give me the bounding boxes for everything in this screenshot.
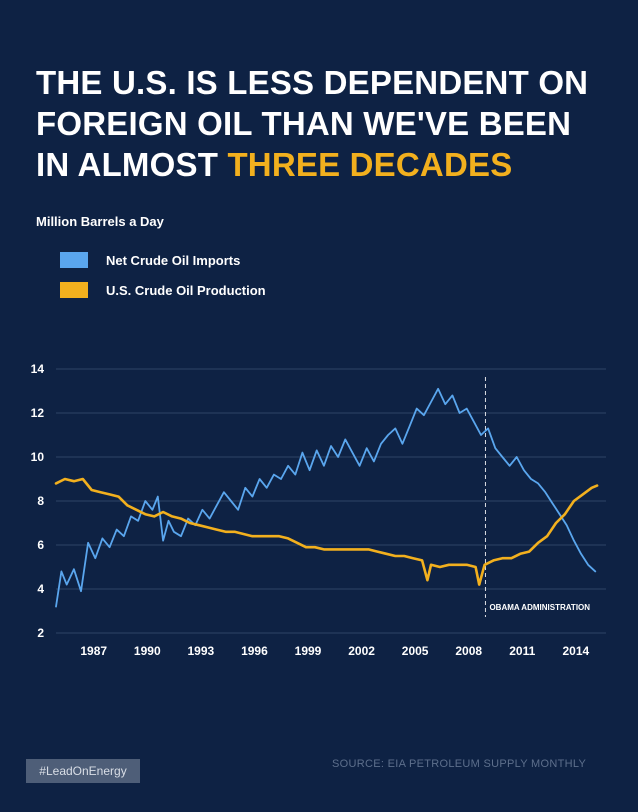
x-tick-label-2008: 2008: [455, 644, 482, 658]
headline-line-3-prefix: IN ALMOST: [36, 146, 228, 183]
headline-line-2: FOREIGN OIL THAN WE'VE BEEN: [36, 105, 572, 142]
units-label: Million Barrels a Day: [36, 214, 164, 229]
line-chart: 2 4 6 8 10 12 14 1987 1990 1993 1996 1999 2002 2005 20…: [31, 362, 606, 658]
obama-administration-label: OBAMA ADMINISTRATION: [489, 603, 590, 612]
legend-item-imports: Net Crude Oil Imports: [60, 250, 266, 270]
legend-label-production: U.S. Crude Oil Production: [106, 282, 266, 298]
series-line-us-crude-oil-production: [54, 477, 599, 586]
source-note: SOURCE: EIA PETROLEUM SUPPLY MONTHLY: [332, 758, 587, 770]
headline: THE U.S. IS LESS DEPENDENT ON FOREIGN OI…: [36, 62, 616, 185]
x-tick-label-1993: 1993: [188, 644, 215, 658]
series-line-net-crude-oil-imports: [55, 387, 597, 608]
y-tick-label-10: 10: [31, 450, 45, 464]
headline-line-1: THE U.S. IS LESS DEPENDENT ON: [36, 64, 589, 101]
x-tick-label-2005: 2005: [402, 644, 429, 658]
x-tick-label-1987: 1987: [80, 644, 107, 658]
legend-swatch-imports: [60, 252, 88, 268]
x-tick-label-1996: 1996: [241, 644, 268, 658]
legend-item-production: U.S. Crude Oil Production: [60, 280, 266, 300]
y-tick-label-12: 12: [31, 406, 45, 420]
y-tick-label-8: 8: [37, 494, 44, 508]
headline-highlight: THREE DECADES: [227, 146, 513, 183]
legend-swatch-production: [60, 282, 88, 298]
legend: Net Crude Oil Imports U.S. Crude Oil Pro…: [60, 250, 266, 310]
y-tick-label-2: 2: [37, 626, 44, 640]
x-tick-label-1990: 1990: [134, 644, 161, 658]
y-tick-label-6: 6: [37, 538, 44, 552]
x-tick-label-2011: 2011: [509, 644, 535, 658]
x-tick-label-1999: 1999: [295, 644, 322, 658]
legend-label-imports: Net Crude Oil Imports: [106, 252, 241, 268]
y-tick-label-14: 14: [31, 362, 45, 376]
y-tick-label-4: 4: [37, 582, 44, 596]
hashtag-badge: #LeadOnEnergy: [26, 759, 140, 783]
x-tick-label-2002: 2002: [348, 644, 375, 658]
x-tick-label-2014: 2014: [563, 644, 590, 658]
